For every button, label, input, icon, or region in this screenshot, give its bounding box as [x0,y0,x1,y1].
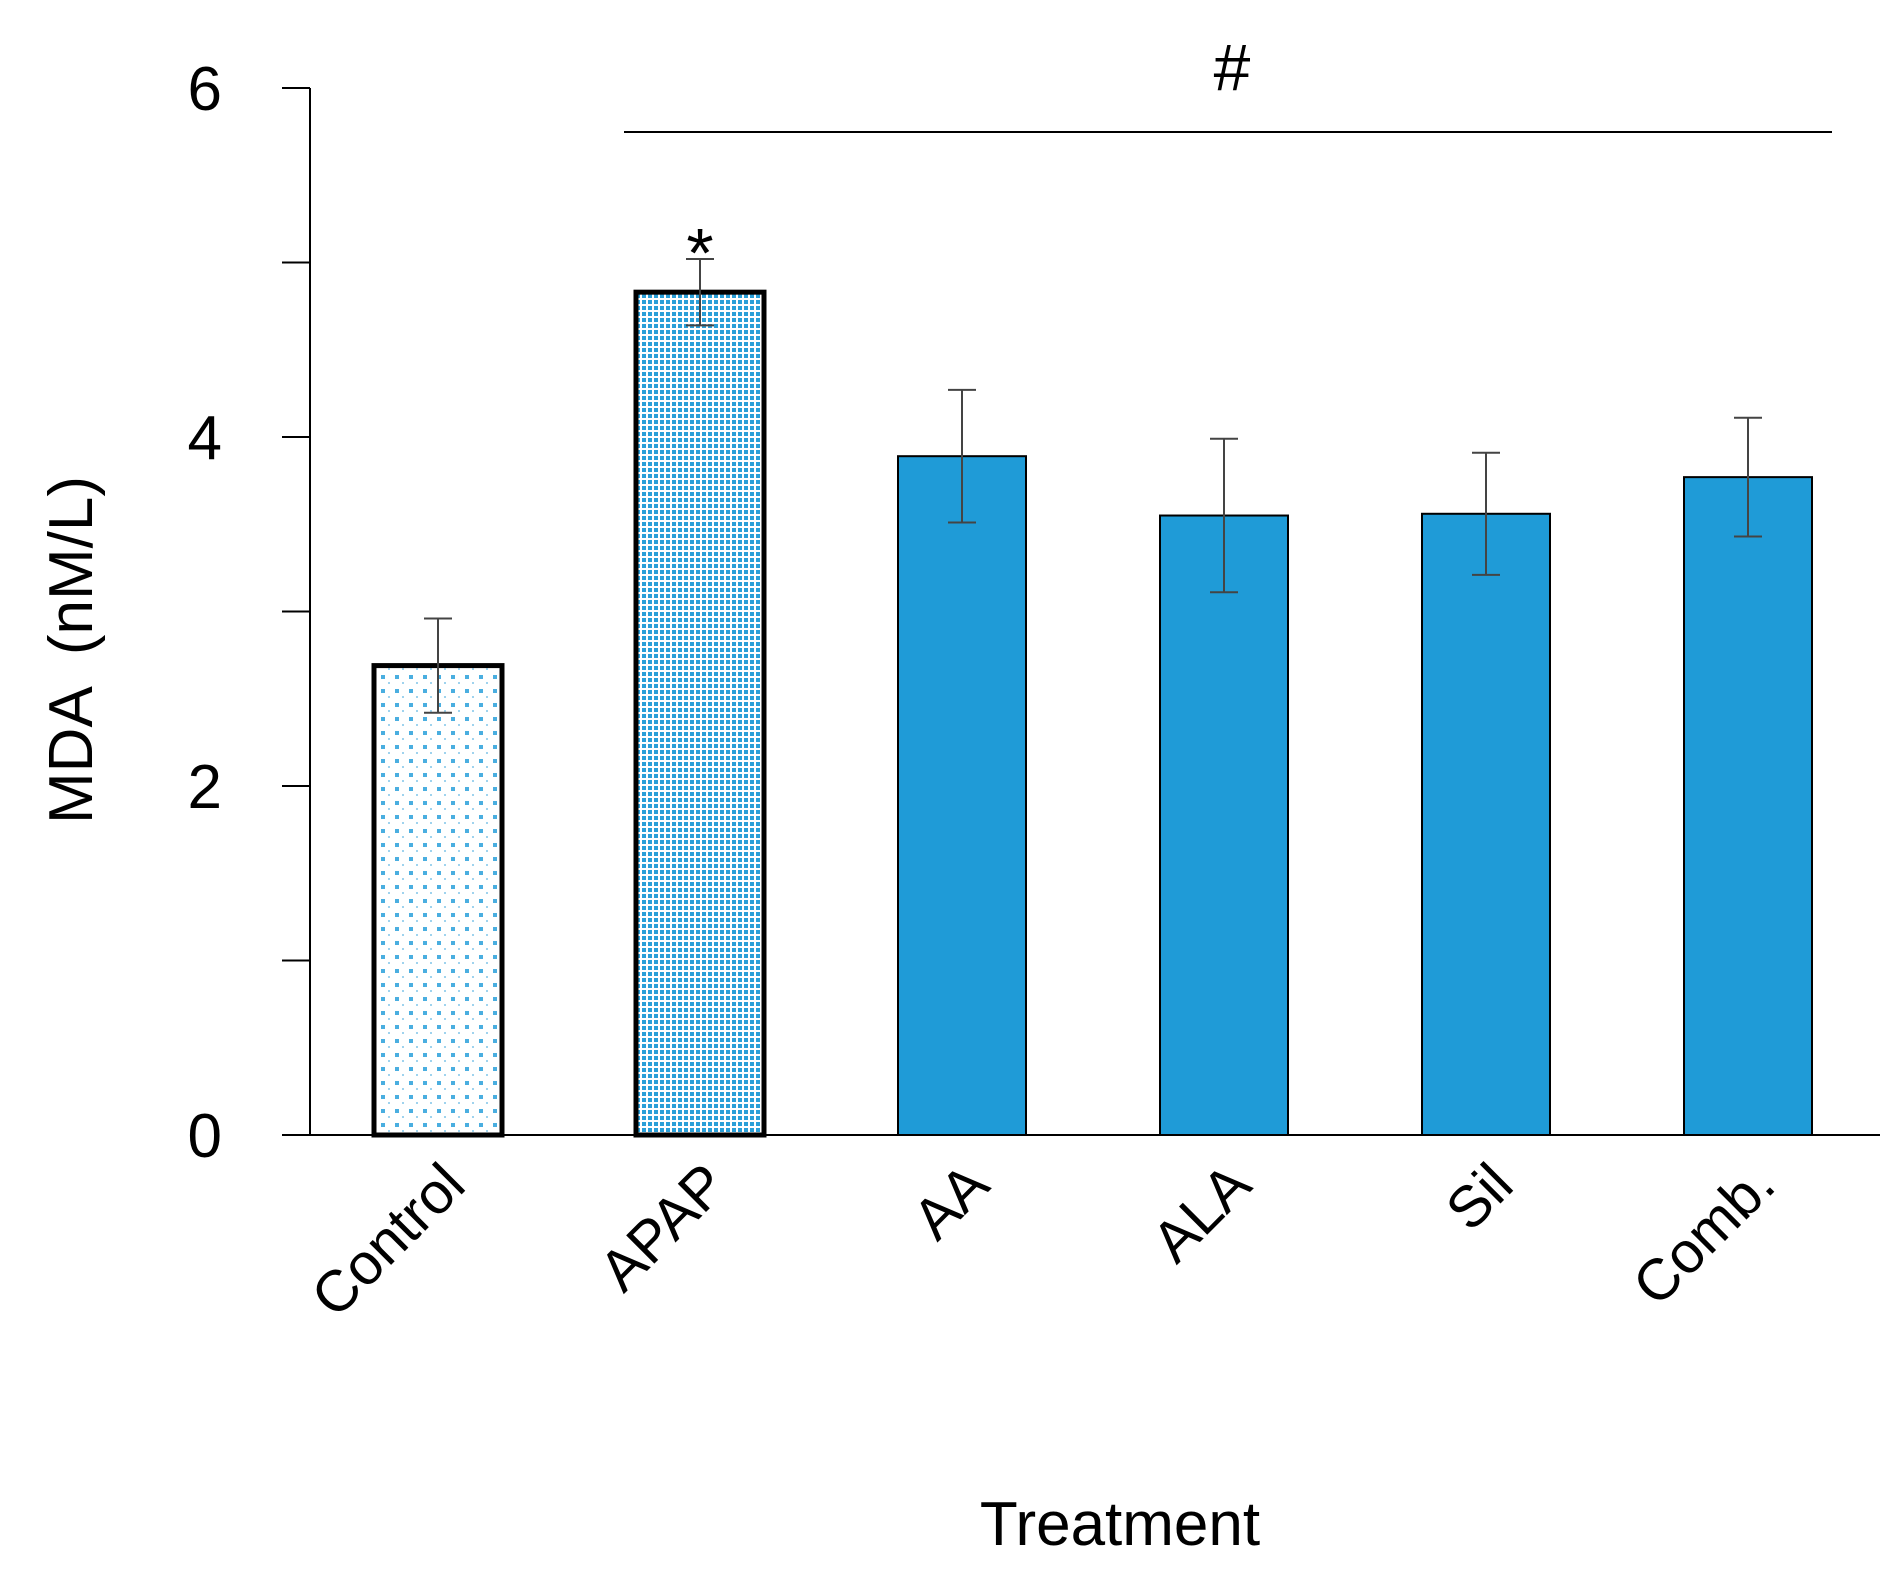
significance-hash: # [1214,30,1251,104]
bar-sil [1421,512,1551,1136]
bar-control [371,663,505,1138]
bar-aa [897,455,1027,1136]
significance-asterisk: * [686,214,713,292]
y-axis-title: MDA (nM/L) [37,476,106,824]
category-label: Sil [1434,1151,1526,1243]
x-axis-title: Treatment [980,1490,1260,1559]
bar-comb [1683,476,1813,1136]
y-tick-label: 0 [188,1102,222,1171]
bars [371,258,1813,1138]
category-label: ALA [1140,1151,1264,1275]
y-tick-label: 6 [188,55,222,124]
y-tick-label: 2 [188,753,222,822]
category-label: Control [299,1151,477,1329]
bar-ala [1159,514,1289,1136]
category-label: APAP [587,1151,739,1303]
category-label: AA [901,1151,1002,1252]
y-tick-label: 4 [188,404,222,473]
axes: 0 2 4 6 [188,55,1880,1171]
bar-apap [633,289,767,1138]
category-label: Comb. [1620,1151,1787,1318]
